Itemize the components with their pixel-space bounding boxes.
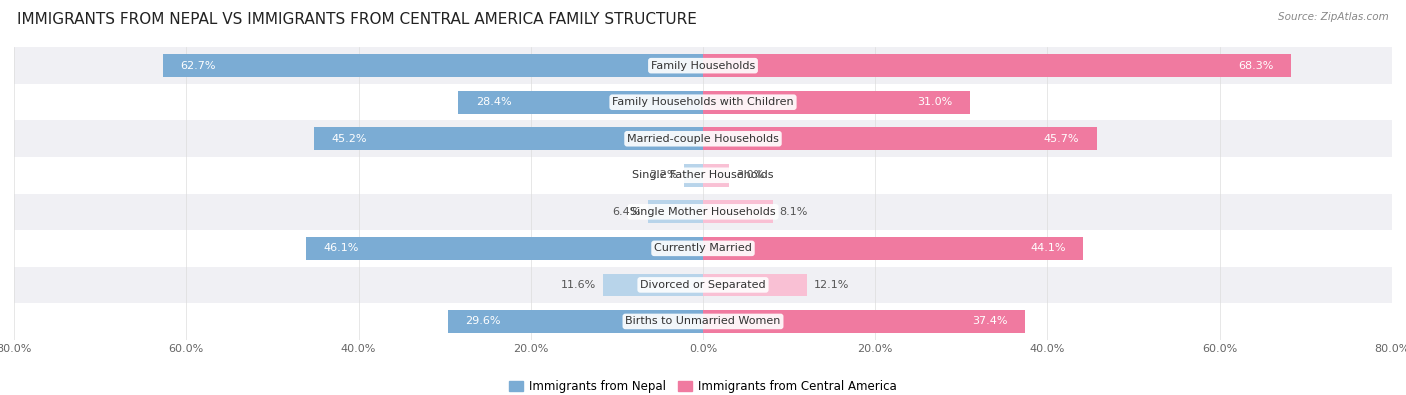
Bar <box>703 164 728 186</box>
Text: 28.4%: 28.4% <box>475 97 512 107</box>
Text: 44.1%: 44.1% <box>1031 243 1066 253</box>
Bar <box>14 120 1392 157</box>
Text: 46.1%: 46.1% <box>323 243 359 253</box>
Bar <box>703 237 1083 260</box>
Bar <box>603 274 703 296</box>
Bar <box>703 274 807 296</box>
Bar <box>14 303 1392 340</box>
Bar <box>14 267 1392 303</box>
Text: Births to Unmarried Women: Births to Unmarried Women <box>626 316 780 326</box>
Bar <box>685 164 703 186</box>
Text: Single Mother Households: Single Mother Households <box>630 207 776 217</box>
Text: 45.2%: 45.2% <box>330 134 367 144</box>
Text: Divorced or Separated: Divorced or Separated <box>640 280 766 290</box>
Bar <box>307 237 703 260</box>
Bar <box>703 201 773 223</box>
Text: 6.4%: 6.4% <box>613 207 641 217</box>
Bar <box>14 157 1392 194</box>
Text: Currently Married: Currently Married <box>654 243 752 253</box>
Text: 37.4%: 37.4% <box>973 316 1008 326</box>
Text: Family Households: Family Households <box>651 61 755 71</box>
Bar <box>703 91 970 113</box>
Text: 62.7%: 62.7% <box>180 61 215 71</box>
Bar <box>703 55 1291 77</box>
Text: IMMIGRANTS FROM NEPAL VS IMMIGRANTS FROM CENTRAL AMERICA FAMILY STRUCTURE: IMMIGRANTS FROM NEPAL VS IMMIGRANTS FROM… <box>17 12 697 27</box>
Bar <box>14 84 1392 120</box>
Bar <box>458 91 703 113</box>
Bar <box>703 310 1025 333</box>
Text: 2.2%: 2.2% <box>648 170 678 180</box>
Bar <box>14 47 1392 84</box>
Bar <box>14 230 1392 267</box>
Text: 68.3%: 68.3% <box>1239 61 1274 71</box>
Text: 31.0%: 31.0% <box>918 97 953 107</box>
Text: 8.1%: 8.1% <box>780 207 808 217</box>
Text: 11.6%: 11.6% <box>561 280 596 290</box>
Text: Single Father Households: Single Father Households <box>633 170 773 180</box>
Text: Married-couple Households: Married-couple Households <box>627 134 779 144</box>
Text: 29.6%: 29.6% <box>465 316 501 326</box>
Text: 3.0%: 3.0% <box>735 170 763 180</box>
Bar <box>14 194 1392 230</box>
Text: 45.7%: 45.7% <box>1043 134 1080 144</box>
Legend: Immigrants from Nepal, Immigrants from Central America: Immigrants from Nepal, Immigrants from C… <box>505 376 901 395</box>
Bar <box>449 310 703 333</box>
Bar <box>163 55 703 77</box>
Bar <box>648 201 703 223</box>
Text: 12.1%: 12.1% <box>814 280 849 290</box>
Text: Source: ZipAtlas.com: Source: ZipAtlas.com <box>1278 12 1389 22</box>
Bar <box>703 128 1097 150</box>
Text: Family Households with Children: Family Households with Children <box>612 97 794 107</box>
Bar <box>314 128 703 150</box>
